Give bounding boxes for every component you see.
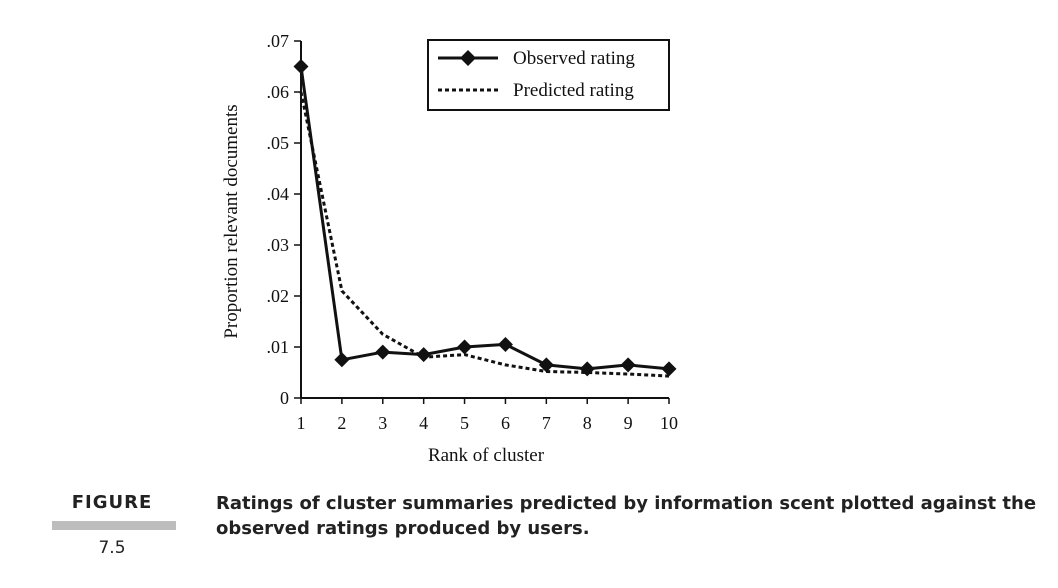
y-tick-label: .02 (267, 286, 290, 306)
observed-rating-point (497, 336, 513, 352)
x-axis-ticks: 1 2 3 4 5 6 7 8 9 10 (297, 398, 678, 433)
x-axis-label: Rank of cluster (428, 445, 545, 466)
predicted-rating-line (299, 91, 670, 378)
x-tick-label: 2 (337, 413, 346, 433)
line-chart: 0 .01 .02 .03 .04 .05 .06 .07 1 2 3 4 5 6 7 8 9 10 Obser… (221, 31, 678, 466)
x-tick-label: 6 (501, 413, 510, 433)
observed-rating-point (538, 357, 554, 373)
observed-rating-point (457, 339, 473, 355)
figure-label: FIGURE (71, 492, 153, 513)
observed-rating-line (299, 66, 670, 371)
x-tick-label: 5 (460, 413, 469, 433)
legend-label: Observed rating (513, 48, 635, 69)
figure-number: 7.5 (98, 538, 126, 558)
y-tick-label: 0 (280, 388, 289, 408)
observed-rating-point (416, 347, 432, 363)
y-axis-ticks: 0 .01 .02 .03 .04 .05 .06 .07 (267, 31, 301, 408)
observed-rating-point (620, 357, 636, 373)
y-tick-label: .01 (267, 337, 290, 357)
y-tick-label: .05 (267, 133, 290, 153)
caption-line-1: Ratings of cluster summaries predicted b… (216, 493, 1037, 514)
legend-marker (460, 50, 476, 66)
x-tick-label: 4 (419, 413, 428, 433)
x-tick-label: 8 (583, 413, 592, 433)
y-tick-label: .06 (267, 82, 290, 102)
observed-rating-point (661, 361, 677, 377)
figure-caption: Ratings of cluster summaries predicted b… (216, 491, 1037, 541)
observed-rating-point (293, 59, 309, 74)
observed-rating-point (334, 352, 350, 368)
x-tick-label: 7 (542, 413, 551, 433)
x-tick-label: 10 (660, 413, 678, 433)
chart-axes (300, 41, 669, 399)
legend: Observed rating Predicted rating (427, 39, 670, 111)
series-layer (293, 59, 677, 378)
y-tick-label: .03 (267, 235, 290, 255)
legend-label: Predicted rating (513, 80, 634, 101)
y-axis-label: Proportion relevant documents (221, 104, 242, 338)
x-tick-label: 3 (378, 413, 387, 433)
caption-line-2: observed ratings produced by users. (216, 518, 590, 539)
observed-rating-point (579, 361, 595, 377)
x-tick-label: 1 (297, 413, 306, 433)
y-tick-label: .07 (267, 31, 290, 51)
figure-rule (52, 521, 176, 530)
y-tick-label: .04 (267, 184, 290, 204)
observed-rating-point (375, 344, 391, 360)
x-tick-label: 9 (624, 413, 633, 433)
